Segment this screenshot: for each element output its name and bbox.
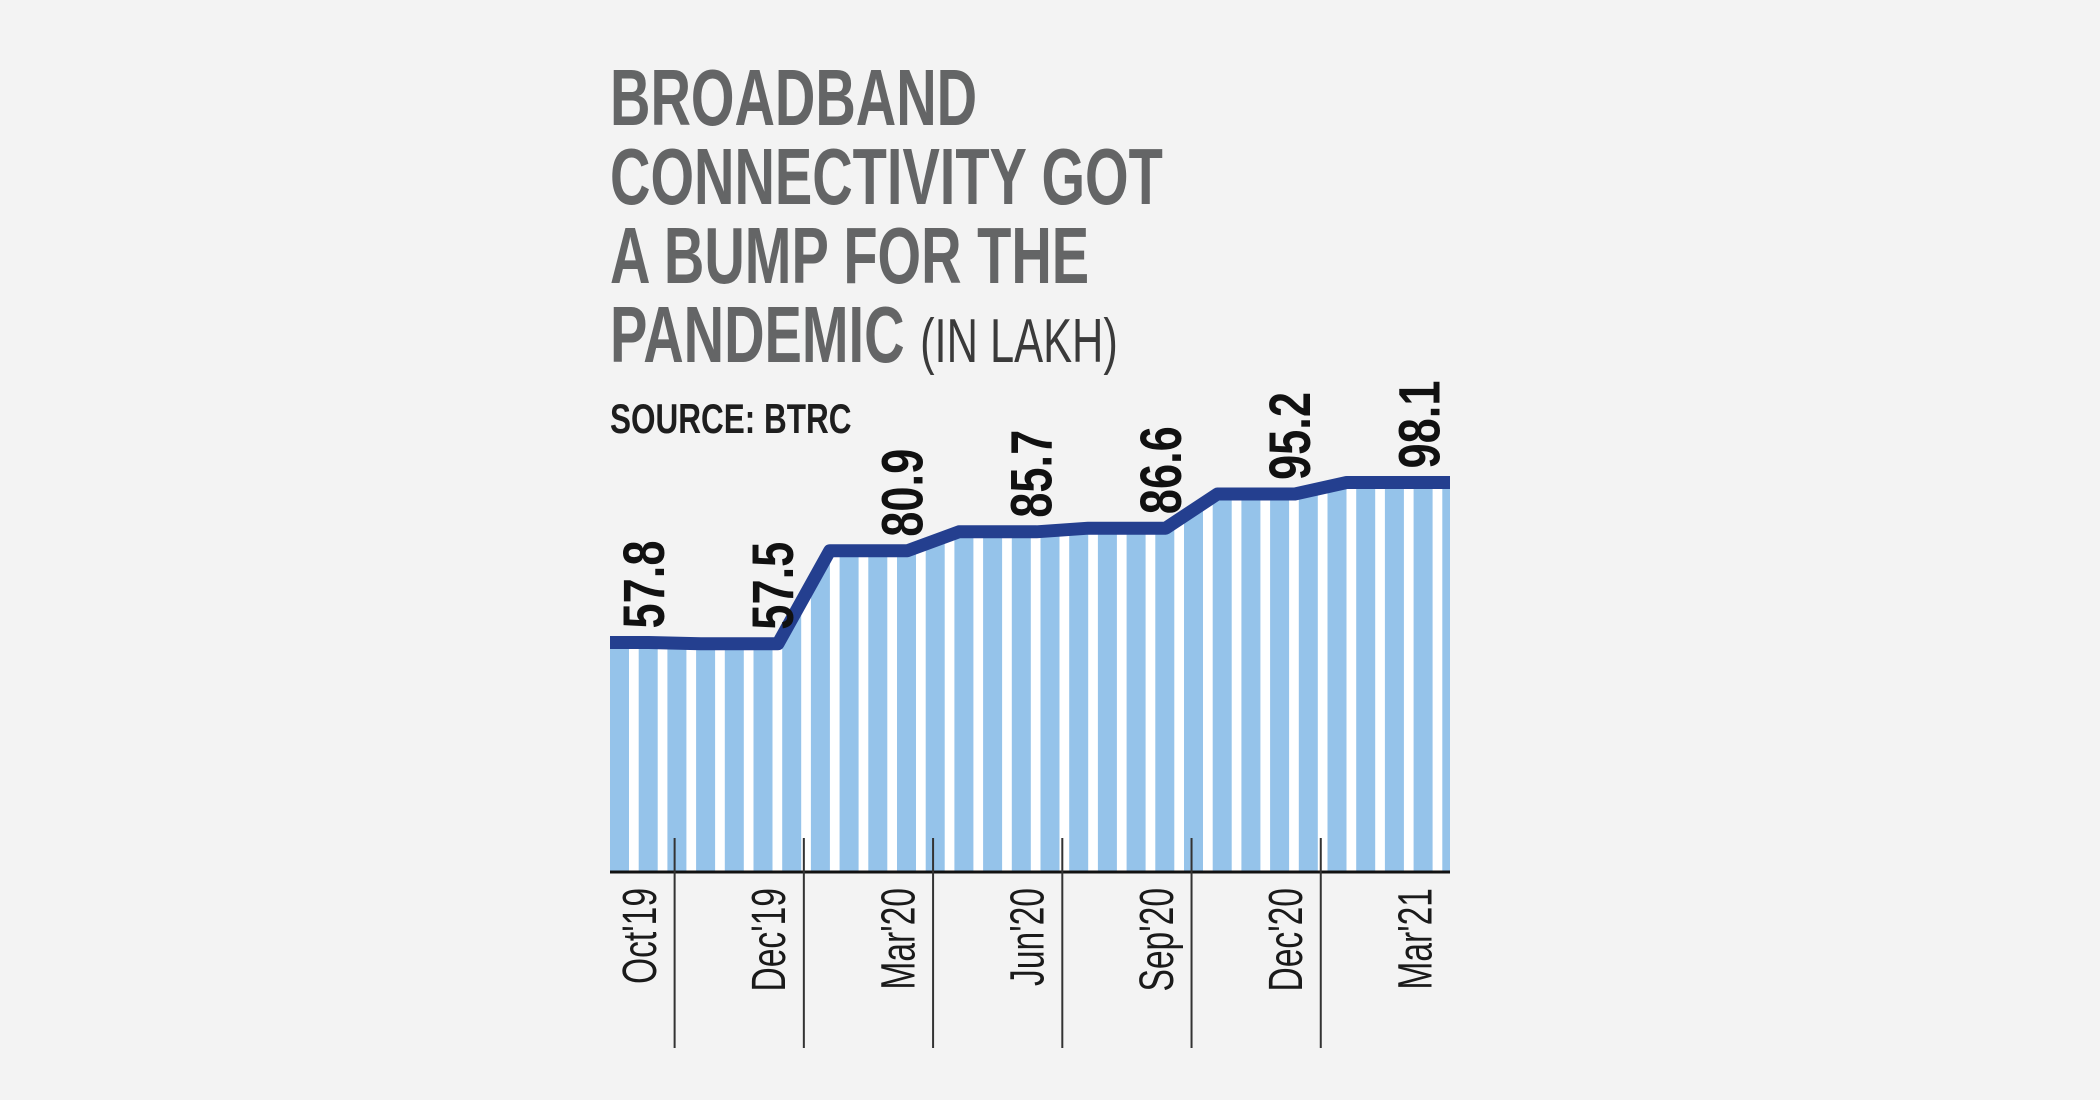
x-tick-label: Sep'20: [1129, 888, 1183, 992]
chart-title-unit: (IN LAKH): [920, 307, 1118, 376]
stripe-bar: [1069, 482, 1089, 872]
data-label: 95.2: [1259, 392, 1324, 480]
stripe-bar: [1241, 482, 1261, 872]
chart-title-line-3: A BUMP FOR THE: [610, 211, 1090, 300]
stripe-bar: [753, 482, 773, 872]
stripe-bar: [1184, 482, 1203, 872]
data-label: 57.5: [742, 542, 807, 630]
stripe-bar: [1356, 482, 1376, 872]
stripe-bar: [868, 482, 888, 872]
chart-title-text: PANDEMIC: [610, 290, 905, 379]
chart-title-line-4: PANDEMIC (IN LAKH): [610, 295, 1118, 382]
stripe-bar: [1097, 482, 1117, 872]
data-label: 57.8: [613, 540, 678, 628]
stripe-bar: [667, 482, 687, 872]
stripe-bar: [1011, 482, 1031, 872]
chart-source: SOURCE: BTRC: [610, 395, 852, 442]
stripe-bar: [1327, 482, 1347, 872]
stripe-bar: [897, 482, 916, 872]
chart-marks: Oct'19 Dec'19 Mar'20 Jun'20 Sep'20 Dec'20 Mar'…: [610, 380, 1453, 1048]
chart-title-line-2: CONNECTIVITY GOT: [610, 132, 1163, 221]
chart-title-line-1: BROADBAND: [610, 53, 978, 142]
x-tick-label: Dec'19: [741, 888, 795, 992]
stripe-bar: [1442, 482, 1450, 872]
stripe-bar: [1413, 482, 1433, 872]
data-label: 98.1: [1388, 380, 1453, 468]
stripe-bar: [1212, 482, 1232, 872]
x-tick-label: Dec'20: [1258, 888, 1312, 992]
x-tick-label: Oct'19: [612, 888, 666, 984]
stripe-bar: [1040, 482, 1060, 872]
stripe-bar: [839, 482, 859, 872]
stripe-bar: [724, 482, 744, 872]
stripe-bar: [1384, 482, 1404, 872]
stripe-bar: [1155, 482, 1175, 872]
stripe-bar: [1126, 482, 1146, 872]
data-label: 85.7: [1000, 430, 1065, 518]
data-label: 86.6: [1130, 426, 1195, 514]
data-label: 80.9: [871, 449, 936, 537]
stripe-bar: [983, 482, 1003, 872]
x-tick-label: Jun'20: [1000, 888, 1054, 986]
x-tick-label: Mar'21: [1387, 888, 1441, 990]
series-line: [610, 476, 1450, 651]
x-tick-label: Mar'20: [870, 888, 924, 990]
stripe-bar: [696, 482, 716, 872]
stripe-bar: [810, 482, 830, 872]
stripe-bar: [1298, 482, 1318, 872]
stripe-bar: [1270, 482, 1290, 872]
stripe-bar: [925, 482, 945, 872]
stripe-bar: [954, 482, 974, 872]
